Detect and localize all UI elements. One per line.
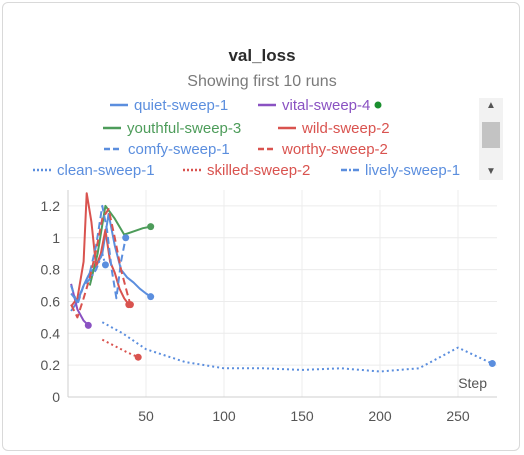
y-tick-label: 1.2 (41, 198, 61, 214)
series-endpoint-lively-sweep-1 (101, 261, 109, 269)
x-tick-label: 250 (446, 408, 470, 424)
legend-item-comfy-sweep-1[interactable]: comfy-sweep-1 (104, 139, 230, 159)
series-line-youthful-sweep-3 (88, 204, 151, 286)
scroll-thumb[interactable] (482, 122, 500, 148)
y-tick-label: 1 (52, 230, 60, 246)
y-tick-label: 0 (52, 389, 60, 405)
x-tick-label: 200 (368, 408, 392, 424)
legend-item-clean-sweep-1[interactable]: clean-sweep-1 (33, 160, 155, 180)
legend-swatch (104, 147, 122, 151)
x-tick-label: 150 (290, 408, 314, 424)
legend-label: lively-sweep-1 (365, 161, 461, 179)
legend-swatch (278, 126, 296, 130)
legend-swatch (103, 126, 121, 130)
y-tick-label: 0.4 (41, 325, 61, 341)
legend-swatch (110, 103, 128, 107)
legend-swatch (183, 168, 201, 172)
series-line-quiet-sweep-1 (70, 212, 152, 312)
series-endpoint-youthful-sweep-3 (147, 223, 155, 231)
legend-scrollbar[interactable]: ▲ ▼ (479, 98, 503, 180)
legend-item-quiet-sweep-1[interactable]: quiet-sweep-1 (110, 95, 228, 115)
y-tick-label: 0.2 (41, 357, 61, 373)
series-line-wild-sweep-2 (70, 192, 130, 307)
legend-label: skilled-sweep-2 (207, 161, 311, 179)
series-line-clean-sweep-1 (101, 321, 493, 373)
y-tick-label: 0.6 (41, 293, 61, 309)
x-tick-label: 50 (138, 408, 154, 424)
legend-label: youthful-sweep-3 (127, 119, 242, 137)
chart-title: val_loss (228, 46, 296, 65)
legend-item-youthful-sweep-3[interactable]: youthful-sweep-3 (103, 118, 241, 138)
legend-label: quiet-sweep-1 (134, 96, 229, 114)
series-endpoint-worthy-sweep-2 (126, 301, 134, 309)
legend-swatch (33, 168, 51, 172)
legend-label: wild-sweep-2 (302, 119, 390, 137)
chart-subtitle: Showing first 10 runs (187, 73, 337, 90)
series-endpoint-skilled-sweep-2 (134, 353, 142, 361)
y-tick-label: 0.8 (41, 262, 61, 278)
legend-label: clean-sweep-1 (57, 161, 155, 179)
legend-swatch (258, 103, 276, 107)
x-axis-label: Step (458, 375, 487, 391)
legend-label: comfy-sweep-1 (128, 140, 230, 158)
series-endpoint-clean-sweep-1 (488, 360, 496, 368)
legend-item-lively-sweep-1[interactable]: lively-sweep-1 (341, 160, 460, 180)
scroll-up-arrow-icon[interactable]: ▲ (486, 100, 496, 111)
legend-item-vital-sweep-4[interactable]: vital-sweep-4 (258, 95, 390, 115)
legend-item-skilled-sweep-2[interactable]: skilled-sweep-2 (183, 160, 310, 180)
legend-label: vital-sweep-4 (282, 96, 371, 114)
series-endpoint-vital-sweep-4 (84, 321, 92, 329)
legend-swatch (258, 147, 276, 151)
legend-item-worthy-sweep-2[interactable]: worthy-sweep-2 (258, 139, 388, 159)
series-line-skilled-sweep-2 (101, 338, 139, 359)
status-dot-icon (374, 101, 382, 109)
series-line-worthy-sweep-2 (70, 208, 132, 319)
series-endpoint-quiet-sweep-1 (147, 293, 155, 301)
legend-label: worthy-sweep-2 (282, 140, 388, 158)
legend-swatch (341, 168, 359, 172)
x-tick-label: 100 (212, 408, 236, 424)
series-endpoint-comfy-sweep-1 (122, 234, 130, 242)
series-line-lively-sweep-1 (70, 252, 107, 303)
chart-panel (2, 2, 520, 451)
scroll-down-arrow-icon[interactable]: ▼ (486, 166, 496, 177)
legend-item-wild-sweep-2[interactable]: wild-sweep-2 (278, 118, 390, 138)
